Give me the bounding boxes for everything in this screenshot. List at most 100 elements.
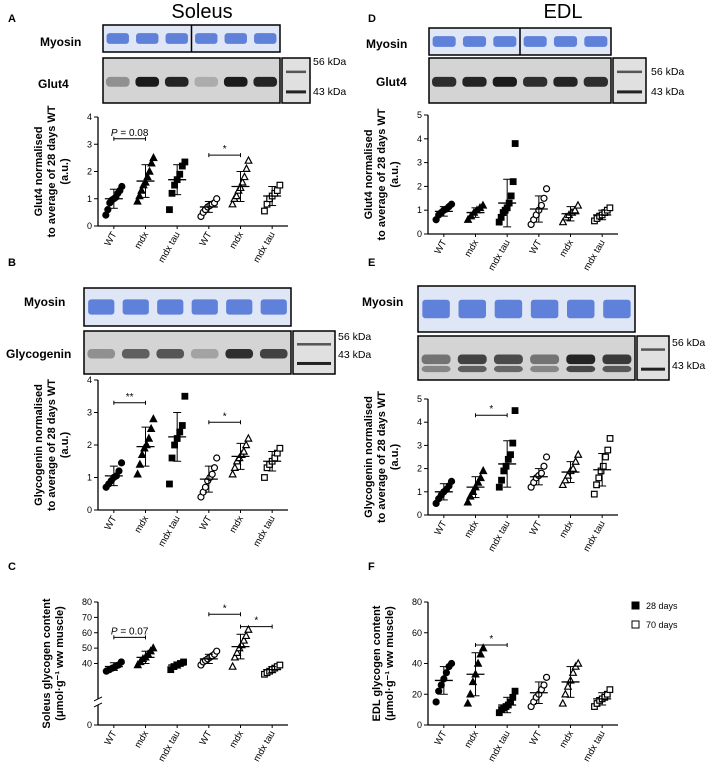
data-point (213, 195, 221, 203)
ladder-frame (636, 335, 670, 381)
x-category-label: WT (528, 238, 545, 256)
legend-marker-28-days (631, 601, 640, 610)
data-point (473, 477, 483, 486)
y-axis-label-line: to average of 28 days WT (46, 105, 58, 237)
y-tick-label: 80 (412, 597, 422, 607)
y-axis-label-line: (a.u.) (59, 432, 71, 459)
group-4 (558, 449, 583, 489)
data-point (495, 483, 503, 491)
protein-band (530, 354, 560, 365)
data-point (228, 661, 237, 670)
protein-band-lower (457, 365, 487, 373)
data-point (276, 181, 284, 189)
protein-band-lower (566, 365, 596, 373)
data-point (133, 469, 142, 478)
data-point (115, 467, 123, 475)
y-tick-label: 2 (87, 167, 92, 177)
x-category-label: WT (103, 230, 120, 248)
data-point (201, 483, 210, 491)
x-category-label: WT (103, 729, 120, 747)
myosin-band (224, 33, 247, 44)
y-tick-label: 20 (412, 689, 422, 699)
myosin-band (462, 36, 487, 47)
data-point (604, 446, 612, 454)
x-category-label: WT (198, 729, 215, 747)
data-point (176, 428, 184, 436)
y-tick-label: 2 (417, 181, 422, 191)
group-3 (197, 454, 221, 501)
group-0 (432, 659, 456, 706)
data-point (563, 681, 573, 690)
ladder-band-56 (641, 348, 665, 351)
chart-a: 0 1 2 3 4 Glut4 normalisedto average of 28 da… (33, 105, 288, 265)
data-point (540, 462, 548, 470)
data-point (118, 182, 126, 191)
myosin-band (567, 299, 595, 319)
protein-band (225, 349, 254, 359)
ladder-frame (281, 57, 311, 104)
group-5 (591, 204, 614, 225)
data-point (498, 476, 505, 484)
protein-band (135, 76, 160, 87)
y-tick-label: 2 (417, 464, 422, 474)
x-category-label: mdx (228, 514, 247, 535)
data-point (208, 470, 216, 478)
data-point (232, 191, 241, 200)
p-letter: P (111, 128, 118, 139)
protein-band (156, 349, 185, 359)
y-tick-label: 1 (87, 473, 92, 483)
data-point (511, 140, 519, 147)
group-1 (133, 414, 158, 478)
myosin-band (136, 33, 159, 44)
myosin-band (122, 299, 149, 315)
y-axis-label: Glut4 normalisedto average of 28 days WT… (33, 105, 71, 237)
data-point (168, 454, 176, 462)
group-1 (463, 200, 488, 223)
y-axis-label-line: Soleus glycogen content (41, 598, 53, 729)
protein-band (492, 76, 517, 87)
blot-myosin-b (83, 287, 292, 327)
data-point (273, 187, 281, 194)
ladder-band-43 (297, 361, 331, 365)
y-axis-label-line: Glycogenin normalised (33, 384, 45, 506)
data-point (542, 185, 551, 193)
data-point (178, 422, 186, 429)
data-point (242, 163, 251, 172)
data-point (261, 474, 268, 481)
group-5 (591, 686, 614, 710)
y-tick-label: 4 (417, 134, 422, 144)
data-point (542, 453, 551, 461)
data-point (147, 158, 156, 167)
blot-myosin-d (428, 27, 612, 56)
data-point (463, 497, 473, 506)
y-tick-label: 2 (87, 440, 92, 450)
kda-lower-a: 43 kDa (313, 86, 346, 98)
y-tick-label: 3 (87, 408, 92, 418)
data-point (148, 643, 158, 652)
y-tick-label: 3 (87, 139, 92, 149)
data-point (263, 200, 271, 208)
blot-label-glycogenin-b: Glycogenin (6, 347, 71, 361)
ladder-frame (612, 57, 647, 104)
group-0 (432, 200, 456, 224)
group-3 (197, 195, 221, 221)
protein-band (87, 349, 116, 359)
group-0 (432, 477, 456, 507)
y-axis-label-line: Glut4 normalised (363, 130, 375, 220)
group-2 (495, 407, 519, 491)
data-point (135, 459, 145, 468)
myosin-band (226, 299, 253, 315)
group-3 (527, 673, 551, 711)
group-4 (558, 200, 583, 226)
y-axis-label-line: (a.u.) (389, 444, 401, 471)
myosin-band (523, 36, 547, 47)
y-tick-label: 0 (417, 720, 422, 730)
significance-label: * (489, 404, 493, 415)
significance-label: P = 0.07 (111, 626, 149, 637)
x-category-label: mdx tau (156, 514, 182, 549)
x-category-label: mdx tau (581, 519, 607, 554)
protein-band (553, 76, 578, 87)
data-point (261, 207, 268, 215)
panel-letter-d: D (368, 13, 376, 25)
p-letter: P (111, 626, 118, 637)
